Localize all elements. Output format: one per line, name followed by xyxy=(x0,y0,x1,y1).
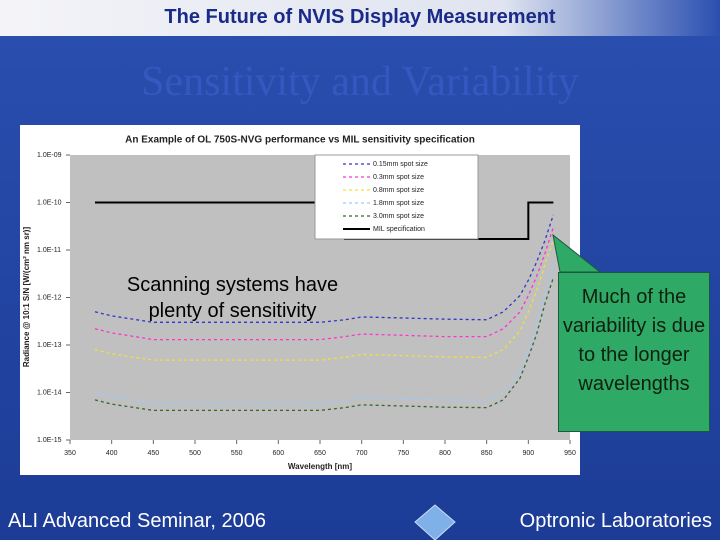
slide-title: Sensitivity and Variability xyxy=(141,59,579,105)
legend-label: 3.0mm spot size xyxy=(373,213,424,220)
x-tick-label: 750 xyxy=(397,450,409,457)
x-tick-label: 450 xyxy=(147,450,159,457)
x-tick-label: 350 xyxy=(64,450,76,457)
legend-label: 1.8mm spot size xyxy=(373,200,424,207)
x-tick-label: 500 xyxy=(189,450,201,457)
y-tick-label: 1.0E-12 xyxy=(37,294,62,301)
x-tick-label: 600 xyxy=(272,450,284,457)
series-line xyxy=(94,227,554,341)
chart-title: An Example of OL 750S-NVG performance vs… xyxy=(125,135,475,146)
series-line xyxy=(94,240,554,361)
y-axis-label: Radiance @ 10:1 S/N [W/(cm² nm sr)] xyxy=(22,227,31,368)
x-tick-label: 400 xyxy=(106,450,118,457)
y-tick-label: 1.0E-14 xyxy=(37,389,62,396)
x-tick-label: 900 xyxy=(522,450,534,457)
legend-label: 0.8mm spot size xyxy=(373,187,424,194)
series-line xyxy=(94,277,554,412)
y-tick-label: 1.0E-15 xyxy=(37,437,62,444)
x-tick-label: 850 xyxy=(481,450,493,457)
x-tick-label: 550 xyxy=(231,450,243,457)
x-tick-label: 700 xyxy=(356,450,368,457)
footer-left: ALI Advanced Seminar, 2006 xyxy=(8,510,266,532)
legend-box xyxy=(314,154,479,240)
x-axis-label: Wavelength [nm] xyxy=(288,462,352,471)
header-bar xyxy=(0,0,720,36)
y-tick-label: 1.0E-10 xyxy=(37,199,62,206)
series-line xyxy=(94,264,554,404)
x-tick-label: 650 xyxy=(314,450,326,457)
logo xyxy=(414,504,456,540)
y-tick-label: 1.0E-13 xyxy=(37,342,62,349)
callout: Much of the variability is due to the lo… xyxy=(558,272,710,432)
legend-label: MIL specification xyxy=(373,226,425,233)
x-tick-label: 800 xyxy=(439,450,451,457)
legend-label: 0.15mm spot size xyxy=(373,161,428,168)
series-line xyxy=(94,214,554,323)
footer-right: Optronic Laboratories xyxy=(519,510,712,532)
y-tick-label: 1.0E-11 xyxy=(37,247,61,254)
legend-label: 0.3mm spot size xyxy=(373,174,424,181)
slide-header: The Future of NVIS Display Measurement xyxy=(164,6,556,28)
y-tick-label: 1.0E-09 xyxy=(37,152,62,159)
x-tick-label: 950 xyxy=(564,450,576,457)
annotation: Scanning systems have plenty of sensitiv… xyxy=(126,274,339,322)
